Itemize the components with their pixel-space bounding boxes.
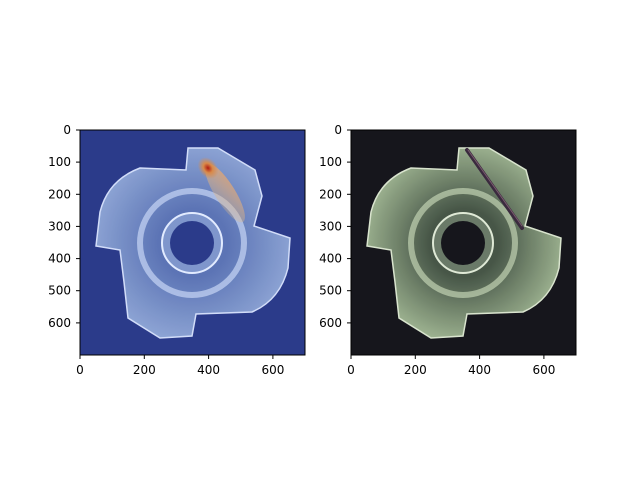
right-xtick-label: 0 (347, 363, 355, 377)
left-ytick-label: 300 (48, 219, 71, 233)
left-y-ticks (76, 129, 80, 324)
right-ytick-label: 200 (319, 187, 342, 201)
left-x-ticks (79, 355, 274, 359)
left-ytick-label: 600 (48, 316, 71, 330)
threaded-flange-nut-icon (366, 147, 562, 339)
scratch-defect-icon (197, 157, 245, 223)
scratch-defect-icon (465, 148, 524, 230)
bore-hole (441, 221, 485, 265)
right-ytick-label: 0 (334, 123, 342, 137)
inner-ring (137, 188, 247, 298)
right-xtick-label: 600 (532, 363, 555, 377)
right-xtick-label: 200 (404, 363, 427, 377)
left-ytick-label: 500 (48, 284, 71, 298)
right-x-ticks (350, 355, 545, 359)
right-y-ticks (347, 129, 351, 324)
right-axes-frame (350, 129, 577, 356)
left-xtick-label: 400 (197, 363, 220, 377)
right-ytick-label: 300 (319, 219, 342, 233)
right-ytick-label: 400 (319, 252, 342, 266)
left-ytick-label: 400 (48, 252, 71, 266)
right-xtick-label: 400 (468, 363, 491, 377)
bore-hole (170, 221, 214, 265)
left-xtick-label: 200 (133, 363, 156, 377)
inner-ring (408, 188, 518, 298)
heatmap-panel: 0 200 400 600 0 100 200 300 400 500 600 (48, 123, 306, 377)
left-ytick-label: 100 (48, 155, 71, 169)
threaded-flange-nut-icon (95, 147, 291, 339)
left-xtick-label: 600 (261, 363, 284, 377)
left-xtick-label: 0 (76, 363, 84, 377)
right-ytick-label: 600 (319, 316, 342, 330)
left-ytick-label: 0 (63, 123, 71, 137)
left-ytick-label: 200 (48, 187, 71, 201)
left-axes-frame (79, 129, 306, 356)
right-ytick-label: 500 (319, 284, 342, 298)
original-image-panel: 0 200 400 600 0 100 200 300 400 500 600 (319, 123, 577, 377)
right-ytick-label: 100 (319, 155, 342, 169)
